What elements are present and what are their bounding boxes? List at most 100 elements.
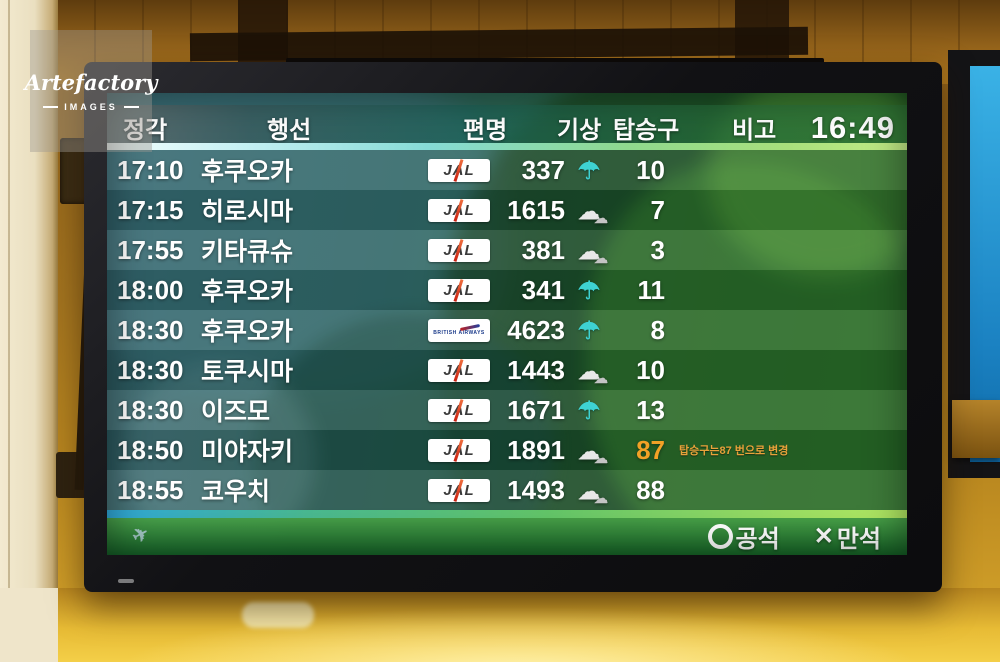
watermark-sub-label: IMAGES bbox=[64, 102, 118, 112]
airline-logo-cell: JAL bbox=[423, 198, 495, 222]
board-header: 정각 행선 편명 기상 탑승구 비고 16:49 bbox=[107, 105, 907, 145]
header-gate: 탑승구 bbox=[613, 117, 680, 144]
destination: 키타큐슈 bbox=[201, 238, 294, 266]
circle-icon bbox=[707, 524, 733, 549]
legend-full: ✕ 만석 bbox=[814, 519, 881, 554]
header-flight: 편명 bbox=[463, 117, 508, 144]
scheduled-time: 17:10 bbox=[117, 154, 184, 185]
left-pillar bbox=[0, 588, 58, 662]
airline-logo-cell: BRITISH AIRWAYS bbox=[423, 318, 495, 342]
wall-bracket-top bbox=[60, 138, 88, 204]
flight-number: 4623 bbox=[507, 314, 565, 345]
jal-logo: JAL bbox=[428, 358, 490, 382]
gate-number: 7 bbox=[650, 194, 665, 225]
weather-cell: ☂ bbox=[578, 157, 600, 184]
gate-number: 11 bbox=[637, 274, 666, 305]
flight-row: 17:55 키타큐슈 JAL 381 ☁☁ 3 bbox=[107, 230, 907, 270]
jal-logo: JAL bbox=[428, 278, 490, 302]
jal-logo: JAL bbox=[428, 438, 490, 462]
gate-number: 10 bbox=[636, 354, 665, 385]
scheduled-time: 17:55 bbox=[117, 234, 184, 265]
watermark-line-right bbox=[123, 106, 139, 108]
destination: 후쿠오카 bbox=[201, 158, 294, 186]
header-weather: 기상 bbox=[557, 117, 602, 144]
jal-logo: JAL bbox=[428, 198, 490, 222]
left-wall bbox=[0, 0, 58, 662]
weather-cell: ☂ bbox=[578, 317, 600, 344]
destination: 후쿠오카 bbox=[201, 278, 294, 306]
airline-logo-cell: JAL bbox=[423, 398, 495, 422]
flight-number: 381 bbox=[521, 234, 565, 265]
header-remarks: 비고 bbox=[732, 117, 777, 144]
adjacent-display-screen bbox=[970, 66, 1000, 462]
weather-cell: ☁ ☁ bbox=[578, 357, 608, 386]
weather-cell: ☁ ☁ bbox=[578, 477, 608, 506]
scheduled-time: 18:50 bbox=[117, 434, 184, 465]
flight-row: 18:55 코우치 JAL 1493 ☁☁ 88 bbox=[107, 470, 907, 510]
weather-cell: ☁ ☁ bbox=[578, 197, 608, 226]
flight-number: 1443 bbox=[507, 354, 565, 385]
legend-vacant: 공석 bbox=[707, 519, 780, 554]
header-time: 정각 bbox=[123, 117, 168, 144]
umbrella-icon: ☂ bbox=[577, 396, 601, 425]
cloud-icon: ☁ ☁ bbox=[578, 479, 608, 506]
scheduled-time: 17:15 bbox=[117, 194, 184, 225]
jal-logo: JAL bbox=[428, 238, 490, 262]
flight-row: 17:10 후쿠오카 JAL 337 ☂ 10 bbox=[107, 150, 907, 190]
jal-logo: JAL bbox=[428, 158, 490, 182]
cloud-icon: ☁ ☁ bbox=[578, 359, 608, 386]
weather-cell: ☁ ☁ bbox=[578, 237, 608, 266]
stock-watermark: Artefactory IMAGES bbox=[25, 30, 157, 152]
destination: 미야자키 bbox=[201, 438, 294, 466]
legend-full-label: 만석 bbox=[836, 526, 881, 553]
gate-number: 87 bbox=[636, 434, 665, 465]
cloud-icon: ☁ ☁ bbox=[578, 239, 608, 266]
gate-number: 10 bbox=[636, 154, 665, 185]
scheduled-time: 18:30 bbox=[117, 394, 184, 425]
flight-rows: 17:10 후쿠오카 JAL 337 ☂ 10 17:15 히로시마 JAL 1… bbox=[107, 150, 907, 510]
gate-number: 88 bbox=[636, 474, 665, 505]
scheduled-time: 18:30 bbox=[117, 314, 184, 345]
map-landmass-green bbox=[587, 162, 907, 555]
destination: 코우치 bbox=[201, 478, 271, 506]
ba-logo-text: BRITISH AIRWAYS bbox=[433, 329, 485, 336]
light-glow bbox=[0, 588, 1000, 662]
flight-number: 1615 bbox=[507, 194, 565, 225]
legend-vacant-label: 공석 bbox=[735, 526, 780, 553]
gate-number: 3 bbox=[650, 234, 665, 265]
british-airways-logo: BRITISH AIRWAYS bbox=[428, 318, 490, 342]
flight-number: 337 bbox=[521, 154, 565, 185]
airline-logo-cell: JAL bbox=[423, 478, 495, 502]
cloud-icon: ☁ ☁ bbox=[578, 199, 608, 226]
flight-number: 1891 bbox=[507, 434, 565, 465]
destination: 히로시마 bbox=[201, 198, 294, 226]
airline-logo-cell: JAL bbox=[423, 158, 495, 182]
flight-row: 18:00 후쿠오카 JAL 341 ☂ 11 bbox=[107, 270, 907, 310]
ceiling-lamp-reflection bbox=[242, 602, 314, 628]
watermark-brand: Artefactory bbox=[24, 70, 158, 95]
cloud-icon: ☁ ☁ bbox=[578, 439, 608, 466]
umbrella-icon: ☂ bbox=[577, 316, 601, 345]
map-plane-icon: ✈ bbox=[129, 522, 153, 549]
flight-row: 18:50 미야자키 JAL 1891 ☁☁ 87 탑승구는87 번으로 변경 bbox=[107, 430, 907, 470]
destination: 이즈모 bbox=[201, 398, 271, 426]
footer-divider-strip bbox=[107, 510, 907, 518]
jal-logo: JAL bbox=[428, 478, 490, 502]
header-divider-strip bbox=[107, 143, 907, 150]
airline-logo-cell: JAL bbox=[423, 278, 495, 302]
header-destination: 행선 bbox=[267, 117, 312, 144]
airline-logo-cell: JAL bbox=[423, 438, 495, 462]
wall-seam bbox=[8, 0, 10, 662]
weather-cell: ☂ bbox=[578, 397, 600, 424]
flight-row: 18:30 이즈모 JAL 1671 ☂ 13 bbox=[107, 390, 907, 430]
umbrella-icon: ☂ bbox=[577, 276, 601, 305]
clock: 16:49 bbox=[810, 110, 895, 145]
tv-monitor: 정각 행선 편명 기상 탑승구 비고 16:49 17:10 후쿠오카 JAL … bbox=[84, 62, 942, 592]
destination: 후쿠오카 bbox=[201, 318, 294, 346]
scheduled-time: 18:30 bbox=[117, 354, 184, 385]
scheduled-time: 18:55 bbox=[117, 474, 184, 505]
umbrella-icon: ☂ bbox=[577, 156, 601, 185]
flight-row: 18:30 후쿠오카 BRITISH AIRWAYS 4623 ☂ 8 bbox=[107, 310, 907, 350]
gate-number: 13 bbox=[636, 394, 665, 425]
power-led bbox=[118, 579, 134, 583]
